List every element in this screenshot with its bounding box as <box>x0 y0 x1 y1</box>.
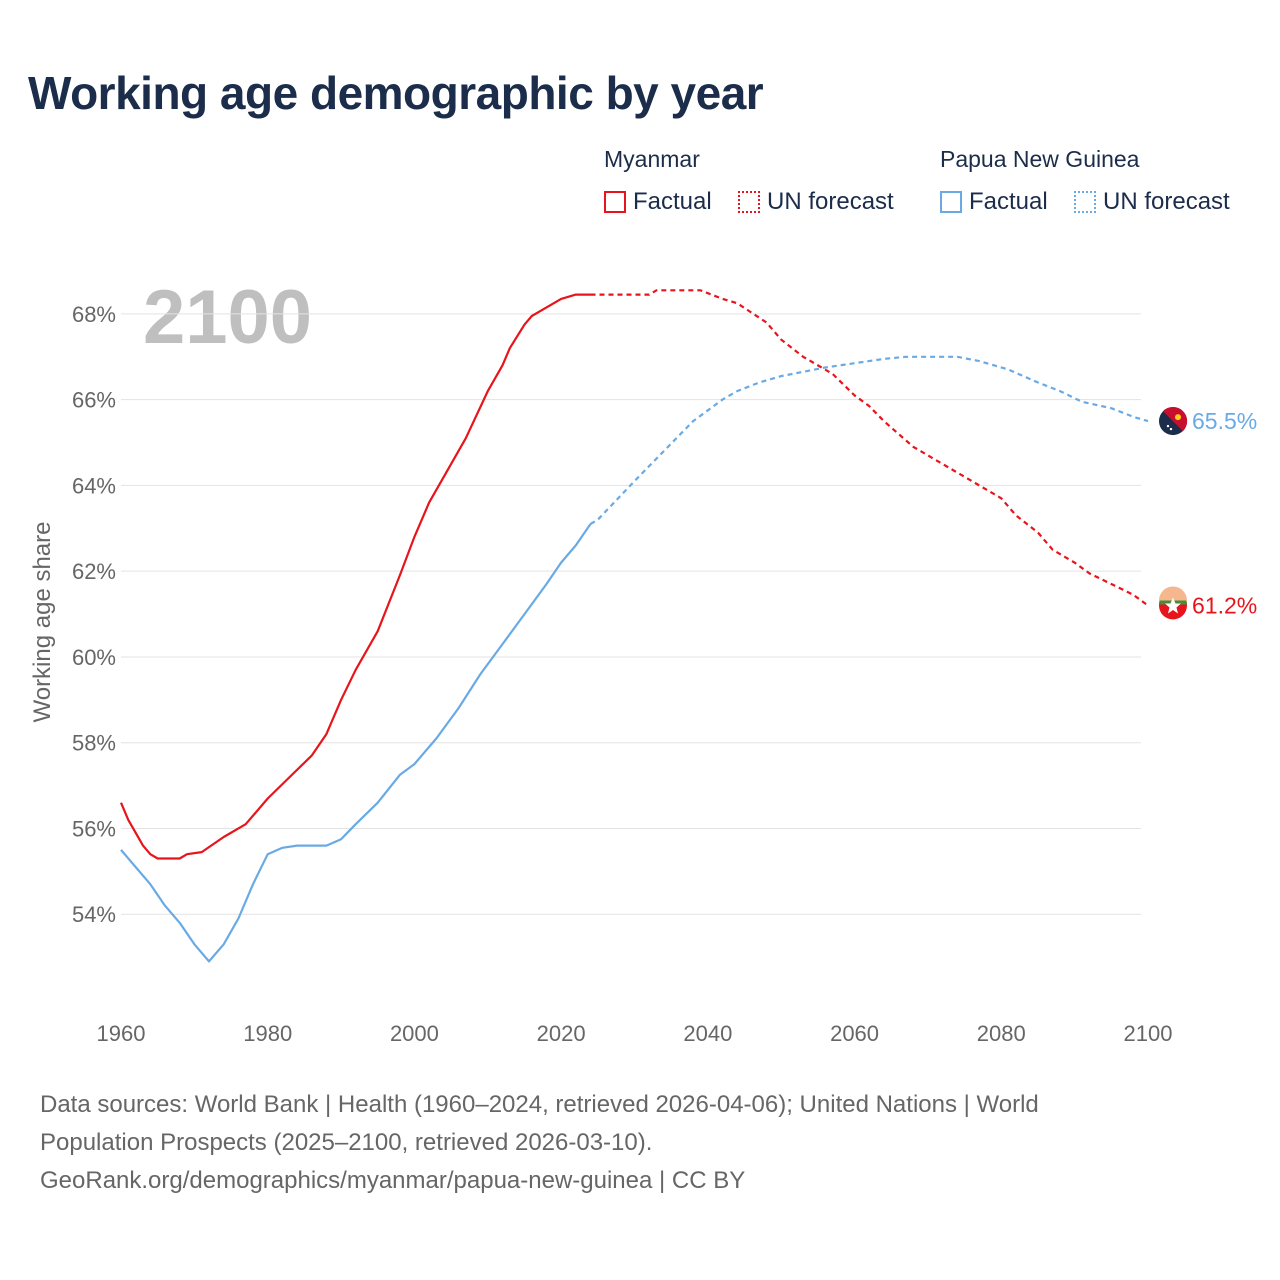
legend-myanmar-factual[interactable]: Factual <box>604 188 712 216</box>
source-line-1: Data sources: World Bank | Health (1960–… <box>40 1091 1039 1118</box>
legend-label: UN forecast <box>767 188 894 215</box>
series-line-factual-1[interactable] <box>120 523 592 963</box>
end-value-label: 65.5% <box>1192 408 1257 434</box>
year-watermark: 2100 <box>143 275 312 360</box>
x-tick-label: 2080 <box>977 1021 1026 1046</box>
y-tick-label: 54% <box>72 902 116 927</box>
end-value-label: 61.2% <box>1192 592 1257 618</box>
y-axis-label: Working age share <box>29 522 56 723</box>
x-tick-label: 2040 <box>683 1021 732 1046</box>
y-tick-label: 62% <box>72 559 116 584</box>
y-tick-label: 56% <box>72 816 116 841</box>
x-tick-label: 1960 <box>97 1021 146 1046</box>
source-url[interactable]: GeoRank.org/demographics/myanmar/papua-n… <box>40 1167 746 1194</box>
legend-label: UN forecast <box>1103 188 1230 215</box>
source-line-2: Population Prospects (2025–2100, retriev… <box>40 1129 653 1156</box>
series-line-forecast-1[interactable] <box>589 355 1149 525</box>
legend-group-myanmar: Myanmar <box>604 146 700 172</box>
legend-myanmar-forecast[interactable]: UN forecast <box>738 188 894 216</box>
chart-title: Working age demographic by year <box>28 67 764 119</box>
series-line-factual-0[interactable] <box>119 293 591 860</box>
x-tick-label: 1980 <box>243 1021 292 1046</box>
line-chart: 2100 54% 56% 58% 60% 62% 64% 66% 68% 1960 1980 20… <box>29 275 1257 1046</box>
legend-label: Factual <box>633 188 712 215</box>
legend-png-factual[interactable]: Factual <box>940 188 1048 216</box>
y-tick-label: 58% <box>72 731 116 756</box>
legend-label: Factual <box>969 188 1048 215</box>
x-tick-label: 2060 <box>830 1021 879 1046</box>
legend-swatch-dotted <box>1074 191 1096 213</box>
legend-swatch-dotted <box>738 191 760 213</box>
series-line-forecast-0[interactable] <box>590 289 1149 607</box>
y-tick-label: 68% <box>72 302 116 327</box>
legend-group-png: Papua New Guinea <box>940 146 1140 172</box>
x-tick-label: 2100 <box>1124 1021 1173 1046</box>
x-tick-label: 2000 <box>390 1021 439 1046</box>
flag-icon <box>1158 406 1188 436</box>
legend-swatch-solid <box>604 191 626 213</box>
y-tick-label: 64% <box>72 473 116 498</box>
y-tick-label: 60% <box>72 645 116 670</box>
source-footer: Data sources: World Bank | Health (1960–… <box>40 1086 1240 1200</box>
flag-icon <box>1158 586 1187 620</box>
y-tick-label: 66% <box>72 388 116 413</box>
legend-swatch-solid <box>940 191 962 213</box>
x-tick-label: 2020 <box>537 1021 586 1046</box>
legend-png-forecast[interactable]: UN forecast <box>1074 188 1230 216</box>
